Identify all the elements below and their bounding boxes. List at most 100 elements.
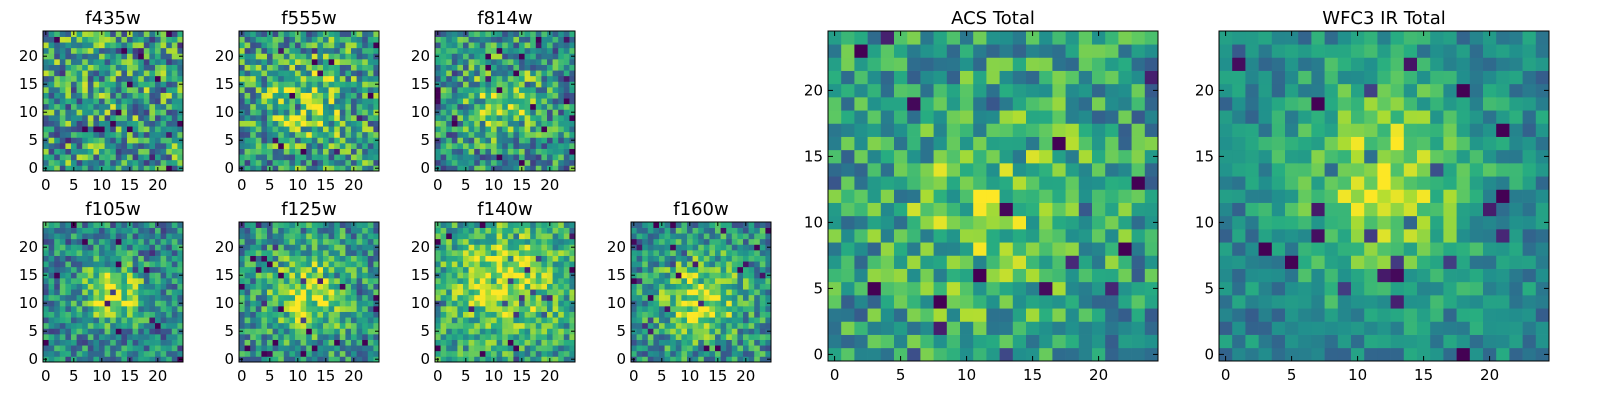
heatmap-cell (121, 109, 128, 116)
heatmap-cell (709, 339, 716, 346)
heatmap-cell (272, 278, 279, 284)
heatmap-cell (507, 294, 514, 301)
heatmap-cell (278, 81, 285, 88)
heatmap-cell (715, 227, 721, 234)
heatmap-cell (59, 87, 66, 93)
heatmap-cell (440, 109, 447, 116)
heatmap-cell (155, 266, 161, 273)
heatmap-cell (82, 227, 89, 234)
heatmap-cell (166, 87, 173, 93)
heatmap-cell (351, 306, 357, 312)
heatmap-cell (283, 154, 290, 161)
heatmap-cell (82, 148, 89, 155)
heatmap-cell (731, 233, 738, 240)
heatmap-cell (569, 222, 576, 228)
heatmap-cell (272, 115, 279, 121)
heatmap-cell (681, 322, 688, 329)
heatmap-cell (524, 103, 531, 110)
heatmap-cell (267, 137, 273, 144)
heatmap-cell (642, 300, 649, 307)
heatmap-cell (946, 308, 961, 322)
heatmap-cell (692, 261, 699, 268)
heatmap-cell (451, 59, 458, 65)
heatmap-cell (339, 36, 346, 43)
heatmap-cell (110, 159, 117, 166)
heatmap-cell (457, 143, 464, 149)
heatmap-cell (513, 345, 520, 352)
heatmap-cell (664, 345, 671, 352)
heatmap-cell (373, 334, 380, 340)
heatmap-cell (867, 202, 882, 217)
heatmap-cell (177, 143, 184, 149)
heatmap-cell (653, 272, 660, 279)
heatmap-cell (451, 289, 458, 296)
heatmap-cell (143, 289, 150, 296)
heatmap-cell (1131, 163, 1146, 177)
heatmap-cell (485, 222, 492, 228)
heatmap-cell (171, 36, 178, 43)
heatmap-cell (54, 227, 61, 234)
heatmap-cell (496, 311, 503, 318)
heatmap-cell (709, 255, 716, 262)
heatmap-cell (244, 328, 251, 335)
heatmap-cell (339, 306, 346, 312)
heatmap-cell (513, 47, 520, 54)
heatmap-cell (367, 278, 374, 284)
heatmap-cell (692, 266, 699, 273)
heatmap-cell (138, 165, 145, 172)
heatmap-cell (496, 233, 503, 240)
heatmap-cell (367, 306, 374, 312)
heatmap-cell (502, 148, 509, 155)
heatmap-cell (356, 42, 363, 49)
heatmap-cell (946, 295, 961, 309)
heatmap-cell (143, 154, 150, 161)
heatmap-cell (502, 42, 509, 49)
heatmap-cell (647, 339, 654, 346)
heatmap-cell (43, 339, 49, 346)
heatmap-cell (558, 238, 565, 245)
heatmap-cell (485, 131, 492, 138)
heatmap-cell (541, 283, 548, 290)
heatmap-cell (479, 103, 486, 110)
heatmap-cell (675, 272, 682, 279)
heatmap-cell (171, 159, 178, 166)
heatmap-cell (272, 283, 279, 290)
heatmap-cell (143, 334, 150, 340)
heatmap-cell (82, 272, 89, 279)
heatmap-cell (491, 59, 497, 65)
heatmap-cell (143, 300, 150, 307)
heatmap-cell (552, 345, 559, 352)
heatmap-cell (261, 70, 268, 77)
heatmap-cell (289, 70, 296, 77)
heatmap-cell (457, 317, 464, 324)
heatmap-cell (261, 137, 268, 144)
heatmap-cell (149, 64, 156, 71)
heatmap-cell (267, 283, 273, 290)
heatmap-cell (569, 103, 576, 110)
heatmap-cell (642, 356, 649, 363)
x-tick-label: 5 (657, 367, 667, 385)
heatmap-cell (250, 283, 257, 290)
heatmap-cell (474, 222, 481, 228)
heatmap-cell (278, 36, 285, 43)
heatmap-cell (946, 163, 961, 177)
heatmap-cell (345, 47, 352, 54)
heatmap-cell (43, 103, 49, 110)
heatmap-cell (491, 322, 497, 329)
heatmap-cell (48, 47, 55, 54)
heatmap-cell (300, 81, 307, 88)
heatmap-cell (306, 81, 313, 88)
heatmap-cell (880, 176, 895, 190)
heatmap-cell (530, 70, 537, 77)
heatmap-cell (692, 238, 699, 245)
heatmap-cell (132, 227, 139, 234)
heatmap-cell (524, 294, 531, 301)
heatmap-cell (552, 36, 559, 43)
heatmap-cell (552, 222, 559, 228)
heatmap-cell (143, 311, 150, 318)
heatmap-cell (485, 266, 492, 273)
heatmap-cell (121, 238, 128, 245)
heatmap-cell (155, 238, 161, 245)
heatmap-cell (278, 222, 285, 228)
heatmap-cell (345, 126, 352, 133)
